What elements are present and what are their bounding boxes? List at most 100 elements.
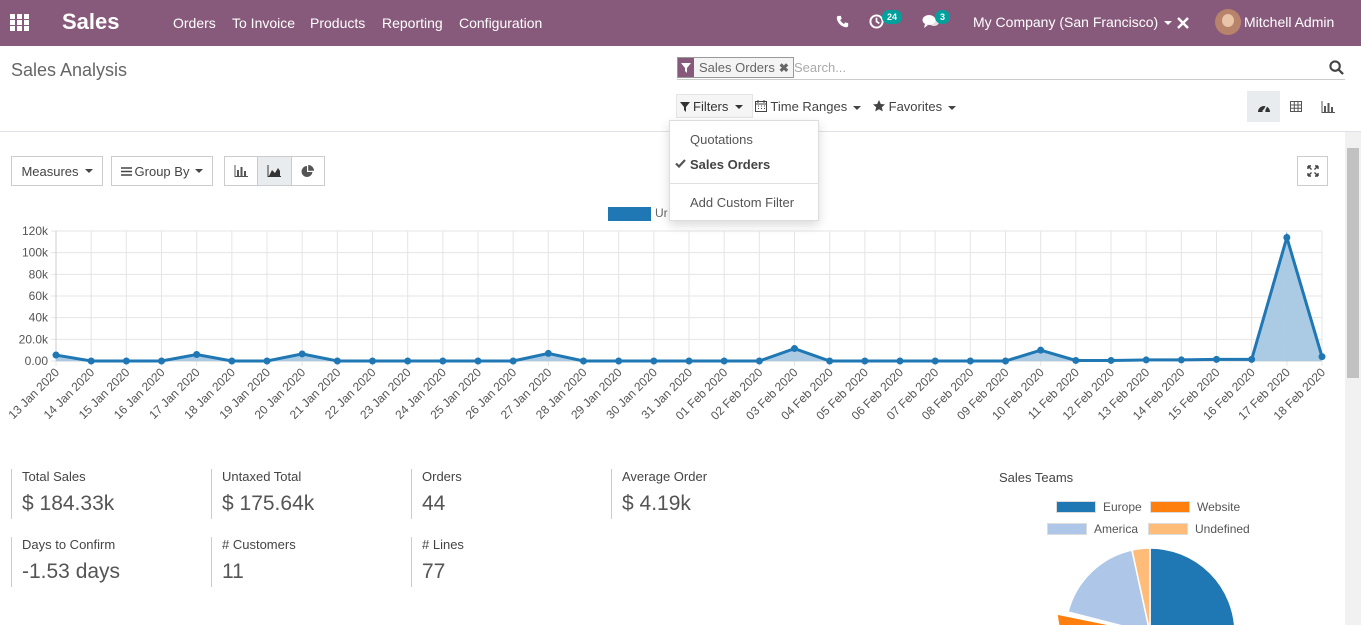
fullscreen-button[interactable] xyxy=(1297,156,1328,186)
data-point[interactable] xyxy=(544,349,552,357)
kpi-value: 11 xyxy=(222,560,244,583)
data-point[interactable] xyxy=(263,357,271,365)
data-point[interactable] xyxy=(826,357,834,365)
data-point[interactable] xyxy=(861,357,869,365)
kpi-days-to-confirm: Days to Confirm -1.53 days xyxy=(11,537,201,587)
avatar[interactable] xyxy=(1215,9,1241,35)
area-chart-icon xyxy=(267,165,282,177)
chevron-down-icon xyxy=(1164,21,1173,26)
pie-legend-undefined[interactable]: Undefined xyxy=(1148,522,1250,536)
app-name[interactable]: Sales xyxy=(62,9,120,34)
scrollbar[interactable] xyxy=(1345,132,1361,625)
debug-tools-icon[interactable] xyxy=(1176,16,1190,30)
favorites-button[interactable]: Favorites xyxy=(873,99,957,114)
data-point[interactable] xyxy=(1318,353,1326,361)
data-point[interactable] xyxy=(298,350,306,358)
data-point[interactable] xyxy=(615,357,623,365)
data-point[interactable] xyxy=(791,345,798,353)
data-point[interactable] xyxy=(1177,356,1185,364)
chart-legend-swatch[interactable] xyxy=(608,207,651,221)
data-point[interactable] xyxy=(509,357,517,365)
menu-reporting[interactable]: Reporting xyxy=(382,15,443,31)
data-point[interactable] xyxy=(369,357,376,365)
pie-chart-button[interactable] xyxy=(290,156,325,186)
data-point[interactable] xyxy=(228,357,236,365)
data-point[interactable] xyxy=(122,357,130,365)
data-point[interactable] xyxy=(580,357,587,365)
bar-chart-icon xyxy=(234,165,249,177)
data-point[interactable] xyxy=(87,357,95,365)
data-point[interactable] xyxy=(193,351,201,358)
search-icon[interactable] xyxy=(1329,60,1344,75)
sales-teams-pie xyxy=(1056,547,1236,625)
data-point[interactable] xyxy=(1072,356,1080,364)
data-point[interactable] xyxy=(1213,355,1220,363)
data-point[interactable] xyxy=(685,357,693,365)
data-point[interactable] xyxy=(52,351,60,359)
clock-icon[interactable] xyxy=(869,14,884,29)
data-point[interactable] xyxy=(1002,357,1009,365)
data-point[interactable] xyxy=(333,357,341,365)
data-point[interactable] xyxy=(931,357,939,365)
time-ranges-button[interactable]: Time Ranges xyxy=(755,99,862,114)
y-tick-label: 60k xyxy=(29,289,49,303)
search-facet: Sales Orders ✖ xyxy=(677,57,794,78)
time-ranges-label: Time Ranges xyxy=(770,99,848,114)
kpi-value: 44 xyxy=(422,492,446,515)
facet-label: Sales Orders xyxy=(699,60,775,75)
menu-to-invoice[interactable]: To Invoice xyxy=(232,15,296,31)
data-point[interactable] xyxy=(755,357,763,365)
data-point[interactable] xyxy=(966,357,974,365)
data-point[interactable] xyxy=(158,357,165,365)
data-point[interactable] xyxy=(896,357,904,365)
graph-view-button[interactable] xyxy=(1311,91,1344,122)
filters-button[interactable]: Filters xyxy=(676,94,753,118)
scrollbar-thumb[interactable] xyxy=(1347,148,1359,378)
data-point[interactable] xyxy=(1037,346,1045,354)
pivot-view-button[interactable] xyxy=(1279,91,1312,122)
menu-orders[interactable]: Orders xyxy=(173,15,216,31)
chevron-down-icon xyxy=(735,105,743,109)
pie-slice-website[interactable] xyxy=(1056,613,1150,625)
data-point[interactable] xyxy=(1107,356,1115,364)
pie-legend-europe[interactable]: Europe xyxy=(1056,500,1142,514)
y-tick-label: 0.00 xyxy=(25,354,49,368)
line-chart-button[interactable] xyxy=(257,156,292,186)
filter-quotations[interactable]: Quotations xyxy=(690,132,753,147)
legend-label: America xyxy=(1094,522,1139,536)
data-point[interactable] xyxy=(1283,234,1291,241)
user-menu[interactable]: Mitchell Admin xyxy=(1244,14,1335,30)
bar-chart-button[interactable] xyxy=(224,156,259,186)
list-icon xyxy=(120,166,132,176)
search-bar: Sales Orders ✖ xyxy=(677,56,1345,80)
data-point[interactable] xyxy=(650,357,658,365)
pie-slice-america[interactable] xyxy=(1067,549,1150,625)
filter-sales-orders[interactable]: Sales Orders xyxy=(690,157,771,172)
menu-configuration[interactable]: Configuration xyxy=(459,15,543,31)
bar-chart-icon xyxy=(1321,100,1335,113)
add-custom-filter[interactable]: Add Custom Filter xyxy=(690,195,795,210)
data-point[interactable] xyxy=(720,357,728,365)
filter-icon xyxy=(678,58,694,77)
search-input[interactable] xyxy=(794,56,1314,78)
data-point[interactable] xyxy=(1142,356,1150,364)
group-by-button[interactable]: Group By xyxy=(111,156,213,186)
pie-legend-website[interactable]: Website xyxy=(1150,500,1240,514)
data-point[interactable] xyxy=(439,357,447,365)
menu-products[interactable]: Products xyxy=(310,15,366,31)
y-tick-label: 80k xyxy=(29,267,49,281)
kpi-lines: # Lines 77 xyxy=(411,537,601,587)
measures-button[interactable]: Measures xyxy=(11,156,103,186)
pie-legend-america[interactable]: America xyxy=(1047,522,1138,536)
apps-menu-icon[interactable] xyxy=(10,14,30,32)
legend-swatch xyxy=(1047,523,1087,535)
data-point[interactable] xyxy=(1248,355,1256,363)
pie-slice-undefined[interactable] xyxy=(1131,547,1151,625)
company-switcher[interactable]: My Company (San Francisco) xyxy=(973,14,1173,30)
pie-slice-europe[interactable] xyxy=(1149,547,1236,625)
remove-facet-icon[interactable]: ✖ xyxy=(778,60,789,75)
dashboard-view-button[interactable] xyxy=(1247,91,1280,122)
data-point[interactable] xyxy=(474,357,482,365)
data-point[interactable] xyxy=(404,357,412,365)
phone-icon[interactable] xyxy=(836,15,849,28)
